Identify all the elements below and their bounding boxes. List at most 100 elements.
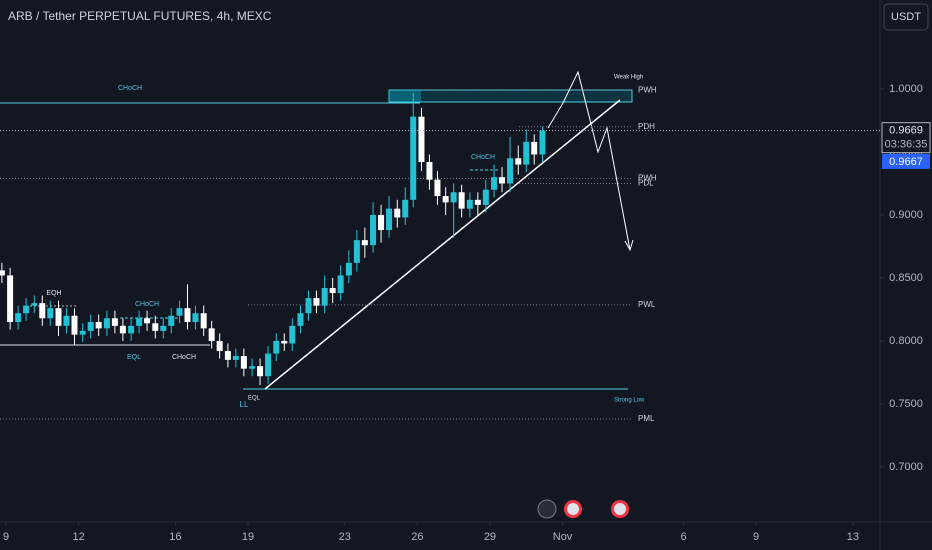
y-tick-label: 0.7000	[889, 461, 923, 473]
y-tick-label: 0.8500	[889, 272, 923, 284]
level-label: PDH	[638, 122, 655, 131]
candle-body	[434, 179, 441, 197]
supply-zone	[388, 89, 633, 103]
annotation: CHoCH	[118, 85, 142, 92]
candle-body	[240, 356, 247, 369]
x-tick-label: 6	[680, 531, 686, 543]
candle-body	[531, 141, 538, 155]
candle-body	[378, 214, 385, 231]
candle-body	[160, 325, 167, 331]
event-icon-inner	[567, 503, 579, 515]
candle-body	[353, 240, 360, 263]
candle-body	[216, 340, 223, 352]
candle-body	[23, 305, 30, 314]
annotation: CHoCH	[471, 154, 495, 161]
candle-body	[402, 199, 409, 218]
candle-body	[128, 325, 135, 334]
candle-body	[482, 189, 489, 205]
candle-body	[232, 356, 239, 360]
candle-body	[491, 177, 498, 190]
candle-body	[192, 313, 199, 323]
event-icon-inner	[614, 503, 626, 515]
candle-body	[361, 240, 368, 246]
trend-line	[264, 99, 621, 390]
last-price-box	[881, 122, 931, 154]
candle-body	[329, 288, 336, 294]
level-label: PWL	[638, 300, 656, 309]
candle-body	[426, 162, 433, 180]
candle-body	[507, 158, 514, 184]
candle-body	[265, 353, 272, 377]
x-tick-label: 9	[753, 531, 759, 543]
candle-body	[418, 116, 425, 163]
candle-body	[95, 322, 102, 329]
candle-body	[273, 340, 280, 354]
candle-body	[442, 196, 449, 203]
candle-body	[313, 298, 320, 306]
candle-body	[15, 313, 22, 323]
candle-body	[450, 192, 457, 203]
candle-body	[184, 308, 191, 323]
projection-path	[547, 70, 631, 251]
annotation: EQL	[248, 396, 261, 402]
candle-body	[249, 366, 256, 369]
event-icon[interactable]	[537, 499, 557, 519]
projection-arrowhead	[624, 239, 634, 252]
y-tick-label: 0.8000	[889, 335, 923, 347]
event-icons	[537, 499, 629, 519]
y-tick-label: 1.0000	[889, 83, 923, 95]
candle-body	[7, 275, 14, 323]
candle-body	[321, 288, 328, 306]
candle-body	[71, 315, 78, 335]
mark-price-label: 0.9667	[889, 156, 923, 168]
candle-body	[39, 303, 46, 319]
candle-body	[523, 141, 530, 165]
candle-body	[297, 313, 304, 326]
x-tick-label: 23	[339, 531, 351, 543]
candle-body	[152, 323, 159, 331]
candle-body	[103, 318, 110, 329]
candle-body	[337, 275, 344, 294]
annotation: CHoCH	[172, 354, 196, 361]
candle-body	[144, 318, 151, 324]
y-tick-label: 0.7500	[889, 398, 923, 410]
candle-body	[289, 325, 296, 344]
candle-body	[63, 315, 70, 326]
candle-body	[87, 322, 94, 331]
x-tick-label: 12	[72, 531, 84, 543]
candle-body	[394, 208, 401, 218]
x-tick-label: Nov	[553, 531, 573, 543]
annotation: EQH	[46, 290, 61, 297]
candle-body	[55, 308, 62, 326]
candle-body	[176, 308, 183, 316]
annotation: LL	[240, 400, 249, 409]
candle-body	[345, 262, 352, 276]
candle-body	[136, 318, 143, 326]
candle-body	[79, 330, 86, 335]
currency-button[interactable]	[883, 3, 929, 31]
candle-body	[458, 192, 465, 209]
candle-body	[31, 303, 38, 306]
countdown-label: 03:36:35	[885, 139, 928, 151]
mark-price-box	[882, 153, 930, 169]
annotation: Weak High	[614, 75, 643, 81]
candle-body	[224, 351, 231, 360]
candle-body	[539, 130, 546, 155]
currency-label[interactable]: USDT	[891, 11, 921, 23]
candle-body	[208, 328, 215, 341]
level-label: PWH	[638, 85, 657, 94]
x-tick-label: 13	[847, 531, 859, 543]
x-tick-label: 19	[242, 531, 254, 543]
candle-body	[47, 308, 54, 319]
candle-body	[0, 270, 5, 276]
candle-body	[119, 325, 126, 334]
candle-body	[474, 199, 481, 205]
x-tick-label: 16	[169, 531, 181, 543]
candle-body	[257, 366, 264, 377]
x-tick-label: 26	[411, 531, 423, 543]
candle-body	[281, 340, 288, 344]
supply-zone-origin	[389, 90, 421, 102]
last-price-label: 0.9669	[889, 125, 923, 137]
